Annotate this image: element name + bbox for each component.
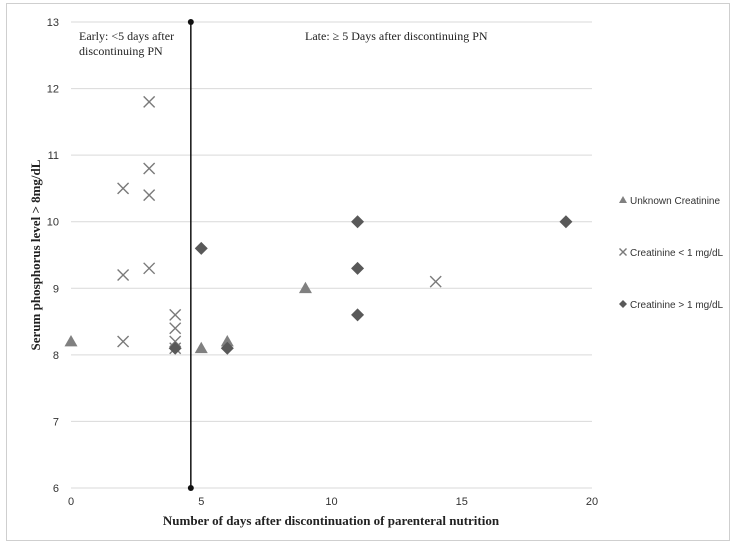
annotation-early-line-1: Early: <5 days after: [79, 29, 174, 43]
point-diamond: [559, 215, 573, 229]
x-tick-label: 0: [68, 496, 74, 508]
legend-marker-x: [619, 248, 627, 256]
point-diamond: [351, 215, 365, 229]
y-axis-label: Serum phosphorus level > 8mg/dL: [28, 159, 43, 350]
y-tick-label: 10: [47, 217, 59, 229]
point-diamond: [220, 341, 234, 355]
x-tick-label: 10: [325, 496, 337, 508]
legend: Unknown Creatinine Creatinine < 1 mg/dL Cr…: [619, 196, 724, 311]
x-stroke-b: [143, 95, 156, 108]
point-x: [143, 95, 156, 108]
legend-marker-diamond: [619, 300, 627, 308]
divider-top-dot: [187, 19, 194, 25]
x-axis-ticks: 0 5 10 15 20: [68, 496, 598, 508]
point-diamond: [168, 341, 182, 355]
point-x: [143, 189, 156, 202]
point-x: [429, 275, 442, 288]
point-x: [169, 322, 182, 335]
x-stroke-b: [117, 268, 130, 281]
divider-bottom-dot: [187, 485, 194, 491]
point-x: [143, 262, 156, 275]
point-x: [143, 162, 156, 175]
point-x: [117, 335, 130, 348]
x-stroke-b: [143, 162, 156, 175]
x-stroke-b: [117, 335, 130, 348]
point-diamond: [194, 241, 208, 255]
legend-label: Creatinine < 1 mg/dL: [630, 248, 724, 259]
legend-label: Creatinine > 1 mg/dL: [630, 300, 724, 311]
annotation-late: Late: ≥ 5 Days after discontinuing PN: [305, 29, 488, 43]
x-stroke-b: [117, 182, 130, 195]
x-stroke-b: [169, 308, 182, 321]
x-tick-label: 5: [198, 496, 204, 508]
y-tick-label: 12: [47, 84, 59, 96]
legend-marker-triangle: [619, 196, 627, 203]
annotation-early: Early: <5 days after discontinuing PN: [79, 29, 177, 58]
y-tick-label: 6: [53, 483, 59, 495]
y-tick-label: 7: [53, 416, 59, 428]
early-late-divider: [187, 19, 194, 491]
x-stroke-b: [143, 262, 156, 275]
point-triangle: [194, 341, 208, 354]
x-stroke-b: [429, 275, 442, 288]
gridlines: [71, 21, 592, 489]
x-stroke-b: [619, 248, 627, 256]
x-stroke-b: [169, 322, 182, 335]
point-x: [169, 308, 182, 321]
x-tick-label: 15: [456, 496, 468, 508]
legend-label: Unknown Creatinine: [630, 196, 720, 207]
y-tick-label: 13: [47, 17, 59, 29]
point-x: [117, 182, 130, 195]
point-diamond: [351, 261, 365, 275]
point-triangle: [64, 335, 78, 347]
x-stroke-b: [143, 189, 156, 202]
x-tick-label: 20: [586, 496, 598, 508]
data-points: [64, 95, 573, 355]
y-tick-label: 11: [48, 150, 59, 162]
y-tick-label: 9: [53, 283, 59, 295]
x-axis-label: Number of days after discontinuation of …: [163, 513, 500, 528]
point-x: [117, 268, 130, 281]
annotation-early-line-2: discontinuing PN: [79, 44, 163, 58]
y-axis-ticks: 6 7 8 9 10 11 12 13: [47, 17, 59, 495]
point-triangle: [298, 281, 312, 294]
point-diamond: [351, 308, 365, 322]
y-tick-label: 8: [53, 350, 59, 362]
point-triangle: [220, 335, 234, 347]
